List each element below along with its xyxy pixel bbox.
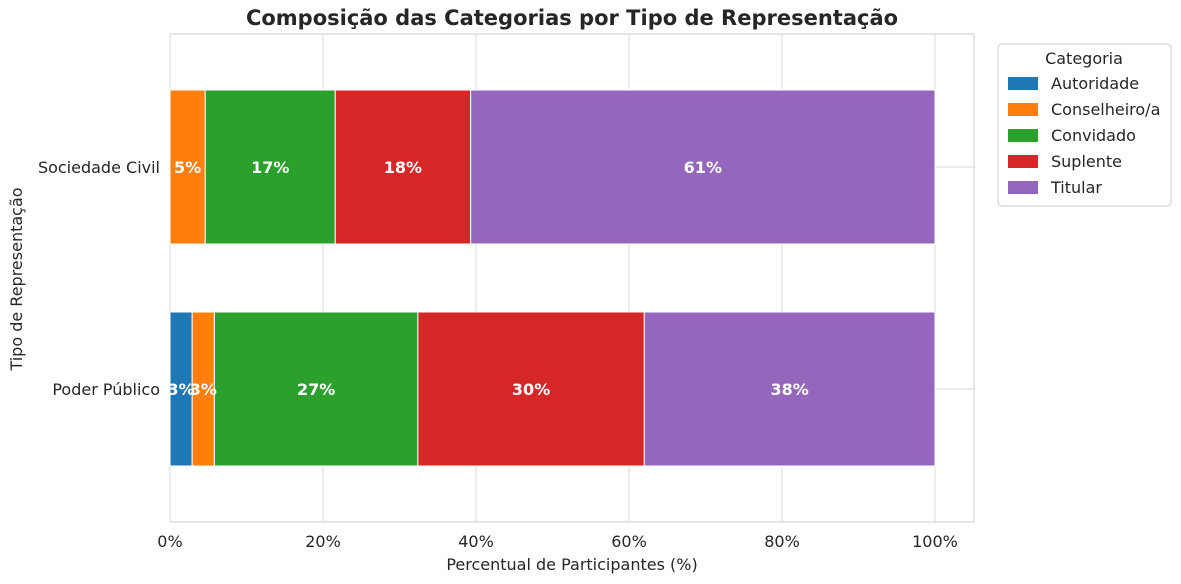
legend-label: Convidado: [1051, 126, 1136, 145]
legend-label: Titular: [1050, 178, 1102, 197]
x-axis-label: Percentual de Participantes (%): [446, 555, 697, 574]
y-axis-label: Tipo de Representação: [7, 187, 26, 371]
legend-swatch: [1008, 129, 1038, 142]
bar-convidado-poder-p-blico: [213, 311, 419, 467]
bar-conselheiro-a-sociedade-civil: [169, 89, 206, 245]
data-label: 17%: [251, 158, 289, 177]
x-tick-label: 100%: [912, 532, 958, 551]
data-label: 3%: [168, 380, 195, 399]
data-label: 61%: [684, 158, 722, 177]
legend-label: Suplente: [1051, 152, 1122, 171]
bar-suplente-sociedade-civil: [334, 89, 472, 245]
y-axis-ticks: Sociedade Civil Poder Público: [38, 158, 160, 399]
legend-swatch: [1008, 155, 1038, 168]
legend-box: [997, 43, 1172, 207]
x-tick-label: 0%: [157, 532, 182, 551]
chart-title: Composição das Categorias por Tipo de Re…: [246, 6, 898, 30]
x-tick-label: 80%: [764, 532, 800, 551]
legend-swatch: [1008, 77, 1038, 90]
data-label: 5%: [174, 158, 201, 177]
legend-label: Conselheiro/a: [1051, 100, 1160, 119]
bar-suplente-poder-p-blico: [417, 311, 645, 467]
legend: Categoria Autoridade Conselheiro/a Convida…: [997, 43, 1172, 207]
bars: [169, 89, 936, 467]
bar-titular-sociedade-civil: [470, 89, 936, 245]
y-tick-label: Poder Público: [52, 380, 160, 399]
data-label: 38%: [771, 380, 809, 399]
bar-convidado-sociedade-civil: [204, 89, 336, 245]
x-axis-ticks: 0% 20% 40% 60% 80% 100%: [157, 532, 958, 551]
legend-swatch: [1008, 181, 1038, 194]
bar-titular-poder-p-blico: [643, 311, 936, 467]
x-tick-label: 20%: [305, 532, 341, 551]
legend-items: Autoridade Conselheiro/a Convidado Suplente…: [1008, 74, 1160, 197]
legend-label: Autoridade: [1051, 74, 1139, 93]
data-label: 3%: [190, 380, 217, 399]
legend-swatch: [1008, 103, 1038, 116]
data-label: 27%: [297, 380, 335, 399]
data-label: 30%: [512, 380, 550, 399]
data-label: 18%: [384, 158, 422, 177]
legend-title: Categoria: [1045, 49, 1123, 68]
x-tick-label: 60%: [611, 532, 647, 551]
data-labels: 5% 17% 18% 61% 3%3% 27% 30% 38%: [168, 158, 809, 399]
y-tick-label: Sociedade Civil: [38, 158, 160, 177]
x-tick-label: 40%: [458, 532, 494, 551]
